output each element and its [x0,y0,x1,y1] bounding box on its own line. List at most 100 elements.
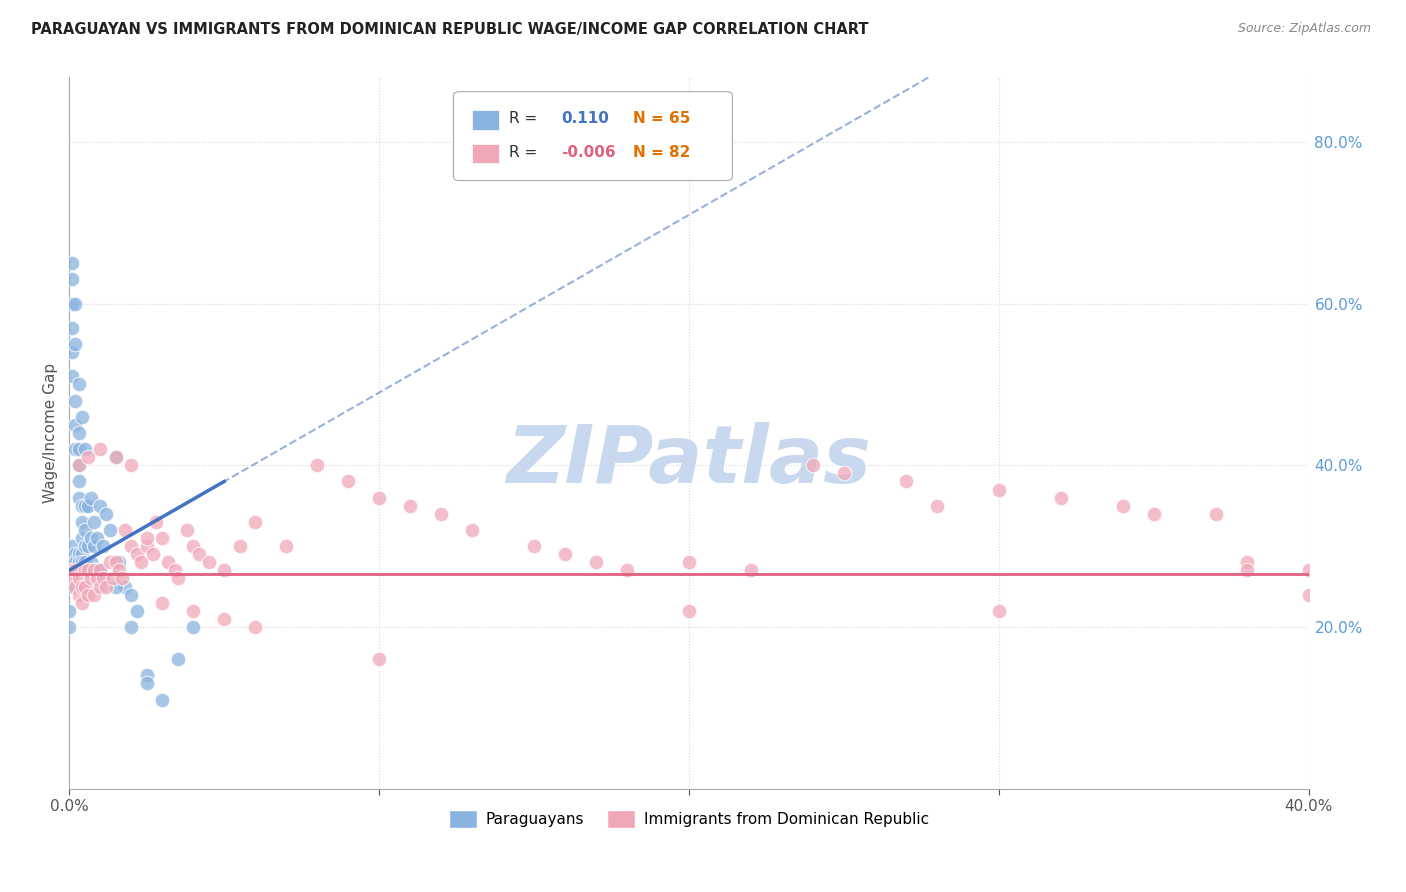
Point [523,539,546,553]
Point [127,604,149,618]
Point [740,563,762,577]
Point [80,571,103,585]
Point [73,580,96,594]
Point [65,337,87,351]
Point [399,499,422,513]
Text: N = 82: N = 82 [633,145,690,160]
Point [60,571,83,585]
Point [166,571,188,585]
Point [67,458,90,473]
Point [58,620,80,634]
Point [65,393,87,408]
Point [70,515,93,529]
Point [120,458,142,473]
Point [67,555,90,569]
Point [678,604,700,618]
Point [86,531,108,545]
Point [111,571,134,585]
Point [70,499,93,513]
Point [89,499,111,513]
Point [83,588,105,602]
Point [80,491,103,505]
Point [89,563,111,577]
Point [76,450,98,465]
Point [678,555,700,569]
Point [129,555,152,569]
Point [65,555,87,569]
Point [1112,499,1135,513]
Point [104,555,127,569]
Point [430,507,453,521]
Point [163,563,186,577]
Point [60,345,83,359]
Point [80,531,103,545]
Text: PARAGUAYAN VS IMMIGRANTS FROM DOMINICAN REPUBLIC WAGE/INCOME GAP CORRELATION CHA: PARAGUAYAN VS IMMIGRANTS FROM DOMINICAN … [31,22,869,37]
Point [150,596,173,610]
Point [73,539,96,553]
Point [987,483,1010,497]
Point [67,547,90,561]
Point [554,547,576,561]
Point [1298,588,1320,602]
Point [60,539,83,553]
Point [1143,507,1166,521]
Point [73,555,96,569]
Point [83,515,105,529]
Point [70,409,93,424]
Point [135,539,157,553]
Point [135,531,157,545]
Point [89,442,111,457]
Point [114,523,136,537]
Point [73,499,96,513]
Text: ZIPatlas: ZIPatlas [506,423,872,500]
Point [67,377,90,392]
Point [337,475,360,489]
Point [65,580,87,594]
Point [89,580,111,594]
Point [243,620,266,634]
Point [150,692,173,706]
Point [176,523,198,537]
Point [83,539,105,553]
Point [80,555,103,569]
Point [65,417,87,432]
Point [461,523,484,537]
Point [1236,555,1258,569]
Point [368,652,391,666]
Point [228,539,250,553]
Point [108,563,131,577]
Point [67,458,90,473]
Point [135,676,157,690]
Point [70,555,93,569]
Point [76,588,98,602]
Point [65,296,87,310]
Point [96,507,118,521]
Point [83,563,105,577]
Text: Source: ZipAtlas.com: Source: ZipAtlas.com [1237,22,1371,36]
Point [832,467,855,481]
Point [98,555,121,569]
Point [1298,563,1320,577]
FancyBboxPatch shape [454,92,733,180]
Point [142,547,165,561]
Point [70,547,93,561]
Point [60,321,83,335]
Point [181,604,204,618]
Point [60,369,83,384]
Point [801,458,824,473]
Point [76,563,98,577]
Point [104,450,127,465]
Point [76,539,98,553]
Point [65,547,87,561]
Point [1050,491,1073,505]
Point [101,571,124,585]
Point [67,491,90,505]
Point [70,596,93,610]
Point [89,563,111,577]
Point [73,523,96,537]
Point [86,571,108,585]
Point [76,499,98,513]
Point [114,580,136,594]
Point [307,458,329,473]
Point [894,475,917,489]
